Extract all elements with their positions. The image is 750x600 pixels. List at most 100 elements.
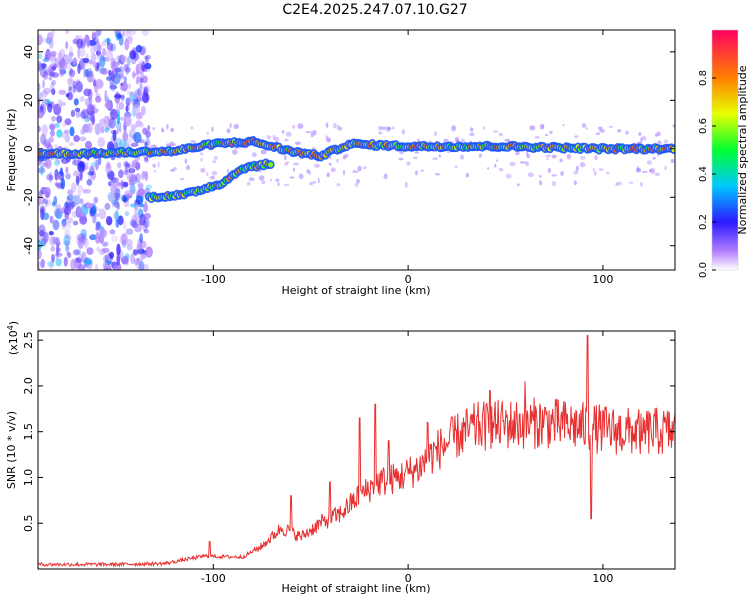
heatmap-noise-cell xyxy=(38,111,44,117)
heatmap-noise-cell xyxy=(45,142,51,148)
heatmap-background-cell xyxy=(325,122,329,128)
heatmap-noise-cell xyxy=(78,161,85,169)
heatmap-noise-cell xyxy=(51,88,56,96)
heatmap-noise-cell xyxy=(77,63,81,74)
heatmap-noise-cell xyxy=(76,38,84,49)
heatmap-noise-cell xyxy=(115,137,123,149)
heatmap-noise-cell xyxy=(64,201,69,208)
heatmap-noise-cell xyxy=(96,246,100,252)
heatmap-background-cell xyxy=(261,180,266,185)
heatmap-background-cell xyxy=(656,131,662,137)
heatmap-background-cell xyxy=(670,158,675,164)
heatmap-noise-cell xyxy=(103,115,110,125)
heatmap-noise-cell xyxy=(67,252,72,258)
heatmap-noise-cell xyxy=(105,163,112,175)
heatmap-noise-cell xyxy=(52,219,60,231)
heatmap-noise-cell xyxy=(73,194,77,203)
heatmap-noise-cell xyxy=(74,195,81,206)
heatmap-noise-cell xyxy=(129,192,134,197)
heatmap-background-cell xyxy=(640,182,643,187)
heatmap-background-cell xyxy=(153,170,156,173)
heatmap-noise-cell xyxy=(46,32,54,41)
heatmap-noise-cell xyxy=(67,77,75,90)
heatmap-noise-cell xyxy=(143,228,149,234)
heatmap-noise-cell xyxy=(85,202,93,208)
heatmap-noise-cell xyxy=(93,159,100,171)
heatmap-noise-cell xyxy=(38,82,41,92)
heatmap-background-cell xyxy=(226,128,231,134)
heatmap-noise-cell xyxy=(63,256,68,267)
heatmap-noise-cell xyxy=(111,235,119,242)
heatmap-noise-cell xyxy=(58,59,62,71)
heatmap-background-cell xyxy=(297,123,304,129)
heatmap-noise-cell xyxy=(144,62,152,70)
heatmap-noise-cell xyxy=(79,96,85,102)
heatmap-background-cell xyxy=(362,166,367,170)
heatmap-noise-cell xyxy=(38,261,41,270)
heatmap-background-cell xyxy=(190,139,196,144)
spectrogram-ylabel: Frequency (Hz) xyxy=(5,109,18,192)
heatmap-noise-cell xyxy=(96,80,104,88)
heatmap-noise-cell xyxy=(69,45,73,57)
heatmap-background-cell xyxy=(233,123,239,130)
heatmap-noise-cell xyxy=(38,53,43,59)
heatmap-noise-cell xyxy=(54,122,60,128)
heatmap-background-cell xyxy=(529,125,536,131)
spectrogram-panel: -100 0 100 -40 -20 0 20 40 Height of straight l… xyxy=(5,29,676,297)
heatmap-noise-cell xyxy=(49,130,56,137)
heatmap-noise-cell xyxy=(117,61,121,65)
heatmap-noise-cell xyxy=(135,97,142,102)
heatmap-noise-cell xyxy=(145,130,151,138)
heatmap-noise-cell xyxy=(144,54,152,60)
heatmap-noise-cell xyxy=(45,48,51,61)
heatmap-background-cell xyxy=(344,153,349,158)
heatmap-noise-cell xyxy=(88,96,93,106)
heatmap-background-cell xyxy=(470,127,474,132)
y-tick-label: 1.5 xyxy=(22,423,35,441)
heatmap-noise-cell xyxy=(93,207,101,212)
heatmap-noise-cell xyxy=(132,249,138,256)
heatmap-background-cell xyxy=(157,161,160,168)
heatmap-noise-cell xyxy=(78,61,84,71)
heatmap-background-cell xyxy=(200,157,203,162)
heatmap-noise-cell xyxy=(125,30,132,35)
heatmap-noise-cell xyxy=(51,115,56,122)
heatmap-noise-cell xyxy=(92,79,97,88)
heatmap-noise-cell xyxy=(55,249,59,260)
heatmap-noise-cell xyxy=(50,82,55,94)
heatmap-noise-cell xyxy=(83,88,92,97)
heatmap-noise-cell xyxy=(132,70,136,79)
heatmap-noise-cell xyxy=(95,159,99,171)
heatmap-noise-cell xyxy=(142,263,149,270)
heatmap-background-cell xyxy=(200,167,206,173)
heatmap-background-cell xyxy=(284,154,287,161)
heatmap-noise-cell xyxy=(60,101,67,107)
heatmap-noise-cell xyxy=(75,238,82,245)
heatmap-noise-cell xyxy=(45,200,48,207)
heatmap-noise-cell xyxy=(104,127,110,133)
heatmap-noise-cell xyxy=(129,203,137,208)
spectrogram-frame xyxy=(37,29,676,271)
heatmap-noise-cell xyxy=(40,103,46,116)
heatmap-noise-cell xyxy=(63,240,71,246)
heatmap-noise-cell xyxy=(79,215,88,225)
heatmap-noise-cell xyxy=(89,234,97,241)
heatmap-noise-cell xyxy=(109,84,118,90)
heatmap-noise-cell xyxy=(126,244,133,251)
heatmap-background-cell xyxy=(625,130,629,135)
heatmap-noise-cell xyxy=(126,90,133,96)
heatmap-noise-cell xyxy=(39,229,45,237)
heatmap-background-cell xyxy=(605,171,610,175)
heatmap-noise-cell xyxy=(79,169,83,181)
heatmap-background-cell xyxy=(580,156,586,160)
heatmap-noise-cell xyxy=(72,249,81,256)
heatmap-noise-cell xyxy=(68,142,75,147)
heatmap-noise-cell xyxy=(38,167,46,174)
heatmap-noise-cell xyxy=(121,30,125,37)
heatmap-noise-cell xyxy=(110,108,118,120)
heatmap-noise-cell xyxy=(115,31,120,41)
heatmap-noise-cell xyxy=(101,40,107,47)
heatmap-background-cell xyxy=(598,168,604,171)
heatmap-noise-cell xyxy=(131,214,138,227)
heatmap-background-cell xyxy=(310,130,316,135)
